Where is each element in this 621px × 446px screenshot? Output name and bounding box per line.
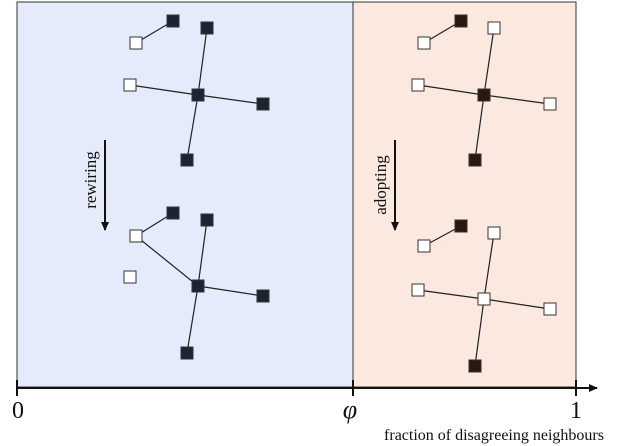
edge — [197, 27, 208, 96]
node — [543, 97, 557, 111]
edge — [483, 94, 551, 105]
node — [191, 279, 205, 293]
edge — [483, 298, 551, 310]
node — [468, 359, 482, 373]
edge — [483, 27, 495, 96]
node — [256, 289, 270, 303]
panel-label: rewiring — [81, 151, 100, 209]
edge — [474, 94, 485, 161]
adopting-region — [352, 1, 577, 388]
edge — [483, 232, 495, 300]
node — [123, 78, 137, 92]
tick-label: 0 — [12, 398, 24, 424]
node — [123, 270, 137, 284]
node — [477, 292, 491, 306]
edge — [186, 94, 199, 161]
node — [166, 14, 180, 28]
node — [191, 88, 205, 102]
panel-label: adopting — [371, 155, 390, 215]
node — [454, 14, 468, 28]
edge — [197, 219, 208, 287]
edge — [417, 289, 485, 300]
node — [417, 36, 431, 50]
node — [487, 21, 501, 35]
node — [180, 153, 194, 167]
node — [477, 88, 491, 102]
node — [129, 229, 143, 243]
edge — [129, 84, 199, 96]
node — [487, 226, 501, 240]
edge — [197, 94, 264, 105]
node — [129, 36, 143, 50]
edge — [197, 285, 264, 297]
node — [417, 239, 431, 253]
node — [200, 213, 214, 227]
node — [411, 78, 425, 92]
edge — [186, 285, 199, 354]
node — [468, 153, 482, 167]
edge — [417, 84, 485, 96]
node — [411, 283, 425, 297]
node — [166, 206, 180, 220]
rewiring-region — [16, 1, 354, 388]
node — [256, 97, 270, 111]
node — [454, 219, 468, 233]
edge — [474, 298, 485, 367]
axis-label: fraction of disagreeing neighbours — [384, 427, 604, 444]
node — [200, 21, 214, 35]
node — [180, 346, 194, 360]
node — [543, 302, 557, 316]
tick-label: 1 — [570, 398, 582, 424]
edge — [135, 235, 199, 287]
tick-label: φ — [343, 395, 357, 424]
